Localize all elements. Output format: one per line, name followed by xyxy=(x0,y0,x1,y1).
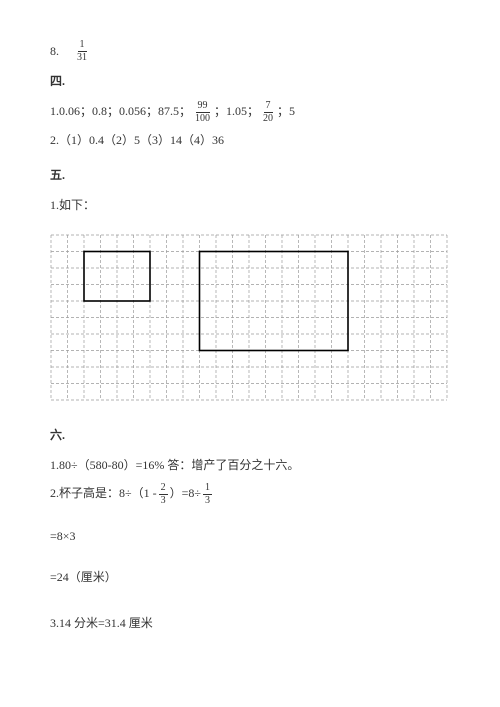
section-6-line-2: 2.杯子高是：8÷（1 - 2 3 ）=8÷ 1 3 xyxy=(50,483,450,506)
section-6-line-1: 1.80÷（580-80）=16% 答：增产了百分之十六。 xyxy=(50,455,450,477)
section-6-line-4: =24（厘米） xyxy=(50,567,450,589)
s4l1-part2: ；1.05； xyxy=(214,101,259,123)
grid-svg xyxy=(50,234,448,401)
section-6-line-5: 3.14 分米=31.4 厘米 xyxy=(50,613,450,635)
item-8-label: 8. xyxy=(50,41,59,63)
section-4-line-2: 2.（1）0.4（2）5（3）14（4）36 xyxy=(50,130,450,152)
s4l1-part3: ；5 xyxy=(277,101,295,123)
frac-den: 31 xyxy=(75,52,89,63)
item-8-fraction: 1 31 xyxy=(75,40,89,63)
section-6-heading: 六. xyxy=(50,425,450,447)
item-8: 8. 1 31 xyxy=(50,40,450,63)
section-5-heading: 五. xyxy=(50,165,450,187)
frac-num: 1 xyxy=(78,40,87,52)
section-6-line-3: =8×3 xyxy=(50,526,450,548)
s6-frac-1-3: 1 3 xyxy=(203,483,212,506)
section-5-line-1: 1.如下： xyxy=(50,195,450,217)
s4-frac-99-100: 99 100 xyxy=(193,101,212,124)
section-4-heading: 四. xyxy=(50,71,450,93)
grid-figure xyxy=(50,234,450,401)
s6l2-a: 2.杯子高是：8÷（1 - xyxy=(50,483,157,505)
s6-frac-2-3: 2 3 xyxy=(159,483,168,506)
section-4-line-1: 1.0.06；0.8；0.056；87.5； 99 100 ；1.05； 7 2… xyxy=(50,101,450,124)
s4-frac-7-20: 7 20 xyxy=(261,101,275,124)
s6l2-b: ）=8÷ xyxy=(170,483,201,505)
s4l1-part1: 1.0.06；0.8；0.056；87.5； xyxy=(50,101,191,123)
